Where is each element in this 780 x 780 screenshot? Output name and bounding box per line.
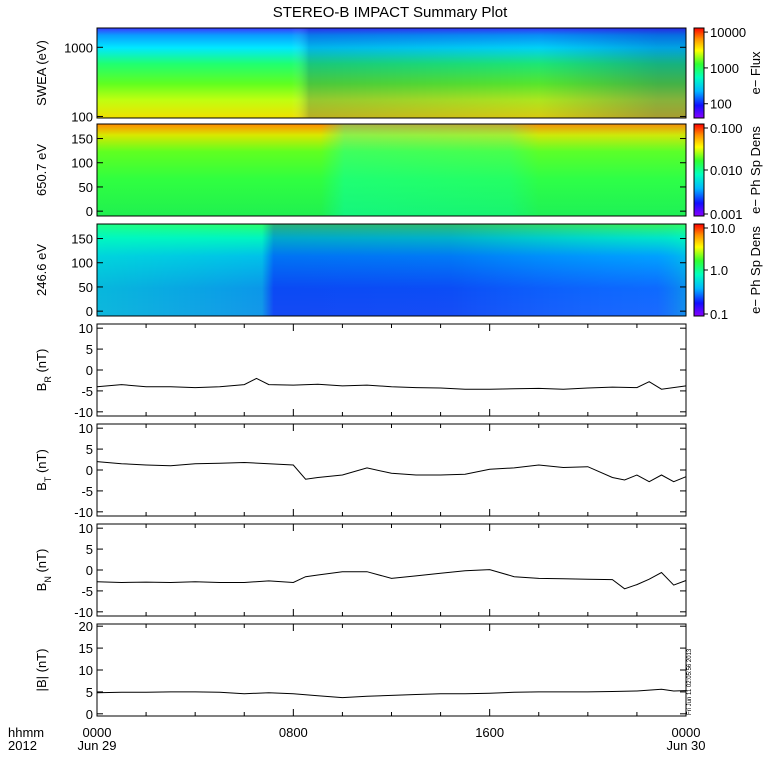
btot-panel: 0 5 10 15 20 |B| (nT): [34, 619, 687, 722]
bn-ytick-label: -10: [74, 605, 93, 620]
pad246-ytick-label: 100: [71, 256, 93, 271]
btot-ytick-label: 20: [79, 619, 93, 634]
br-ytick-label: 5: [86, 342, 93, 357]
btot-plot-frame: [96, 623, 687, 717]
pad650-ytick-label: 150: [71, 132, 93, 147]
bt-ytick-label: 0: [86, 463, 93, 478]
br-ylabel: BR (nT): [34, 349, 53, 392]
pad246-ylabel: 246.6 eV: [34, 244, 49, 296]
bt-ytick-label: -5: [81, 484, 93, 499]
bt-panel: -10 -5 0 5 10 BT (nT): [34, 421, 687, 520]
pad650-colorbar-tick: 0.001: [710, 207, 743, 222]
swea-colorbar: [693, 27, 705, 119]
bn-ylabel: BN (nT): [34, 549, 53, 592]
pad650-panel: 0 50 100 150 650.7 eV 0.001 0.010 0.100 e− Ph…: [34, 121, 763, 222]
bt-plot-frame: [96, 423, 687, 517]
swea-colorbar-tick: 10000: [710, 25, 746, 40]
btot-ytick-label: 0: [86, 707, 93, 722]
swea-colorbar-tick: 100: [710, 97, 732, 112]
xtick-date-label: Jun 30: [666, 738, 705, 753]
pad246-ytick-label: 150: [71, 232, 93, 247]
pad246-colorbar-tick: 1.0: [710, 263, 728, 278]
time-format-label: hhmm: [8, 725, 44, 740]
timestamp-stamp: Fri Jun 11 02:05:56 2013: [687, 648, 693, 715]
pad246-colorbar-label: e− Ph Sp Dens: [748, 226, 763, 314]
btot-ytick-label: 15: [79, 641, 93, 656]
xtick-label: 0000: [672, 725, 701, 740]
btot-ytick-label: 10: [79, 663, 93, 678]
swea-panel: 100 1000 SWEA (eV) 100 1000 10000 e− Flux: [34, 25, 763, 124]
bt-ylabel: BT (nT): [34, 449, 53, 491]
pad246-ytick-label: 0: [86, 304, 93, 319]
bt-ytick-label: -10: [74, 505, 93, 520]
br-ytick-label: -10: [74, 405, 93, 420]
btot-ytick-label: 5: [86, 685, 93, 700]
bn-plot-frame: [96, 523, 687, 617]
pad246-spectrogram-shade: [97, 224, 686, 316]
btot-series-line: [96, 688, 687, 699]
bn-series-line: [96, 569, 687, 590]
bn-panel: -10 -5 0 5 10 BN (nT): [34, 521, 687, 620]
pad650-colorbar-tick: 0.100: [710, 121, 743, 136]
pad246-colorbar-tick: 0.1: [710, 307, 728, 322]
pad246-panel: 0 50 100 150 246.6 eV 0.1 1.0 10.0 e− Ph Sp D…: [34, 221, 763, 322]
xtick-label: 0800: [279, 725, 308, 740]
pad246-colorbar: [693, 223, 705, 317]
bt-ytick-label: 5: [86, 442, 93, 457]
pad650-ylabel: 650.7 eV: [34, 144, 49, 196]
bn-ytick-label: 0: [86, 563, 93, 578]
xtick-date-label: Jun 29: [77, 738, 116, 753]
swea-colorbar-label: e− Flux: [748, 51, 763, 94]
bn-ytick-label: 5: [86, 542, 93, 557]
pad650-colorbar-tick: 0.010: [710, 163, 743, 178]
pad650-ytick-label: 0: [86, 204, 93, 219]
year-label: 2012: [8, 738, 37, 753]
br-panel: -10 -5 0 5 10 BR (nT): [34, 321, 687, 420]
bt-ytick-label: 10: [79, 421, 93, 436]
pad650-colorbar-label: e− Ph Sp Dens: [748, 126, 763, 214]
pad650-colorbar: [693, 123, 705, 217]
xtick-label: 0000: [83, 725, 112, 740]
pad246-ytick-label: 50: [79, 280, 93, 295]
swea-colorbar-tick: 1000: [710, 61, 739, 76]
swea-ytick-label: 100: [71, 109, 93, 124]
bn-ytick-label: 10: [79, 521, 93, 536]
plot-title: STEREO-B IMPACT Summary Plot: [273, 4, 508, 21]
bn-ytick-label: -5: [81, 584, 93, 599]
br-plot-frame: [96, 323, 687, 417]
br-ytick-label: 10: [79, 321, 93, 336]
pad246-colorbar-tick: 10.0: [710, 221, 735, 236]
swea-spectrogram-shade: [97, 28, 686, 118]
swea-ytick-label: 1000: [64, 40, 93, 55]
btot-ylabel: |B| (nT): [34, 649, 49, 692]
pad650-ytick-label: 50: [79, 180, 93, 195]
bt-series-line: [96, 461, 687, 483]
br-ytick-label: 0: [86, 363, 93, 378]
br-series-line: [96, 377, 687, 390]
pad650-ytick-label: 100: [71, 156, 93, 171]
br-ytick-label: -5: [81, 384, 93, 399]
xtick-label: 1600: [475, 725, 504, 740]
swea-ylabel: SWEA (eV): [34, 40, 49, 106]
pad650-spectrogram-shade: [97, 124, 686, 216]
